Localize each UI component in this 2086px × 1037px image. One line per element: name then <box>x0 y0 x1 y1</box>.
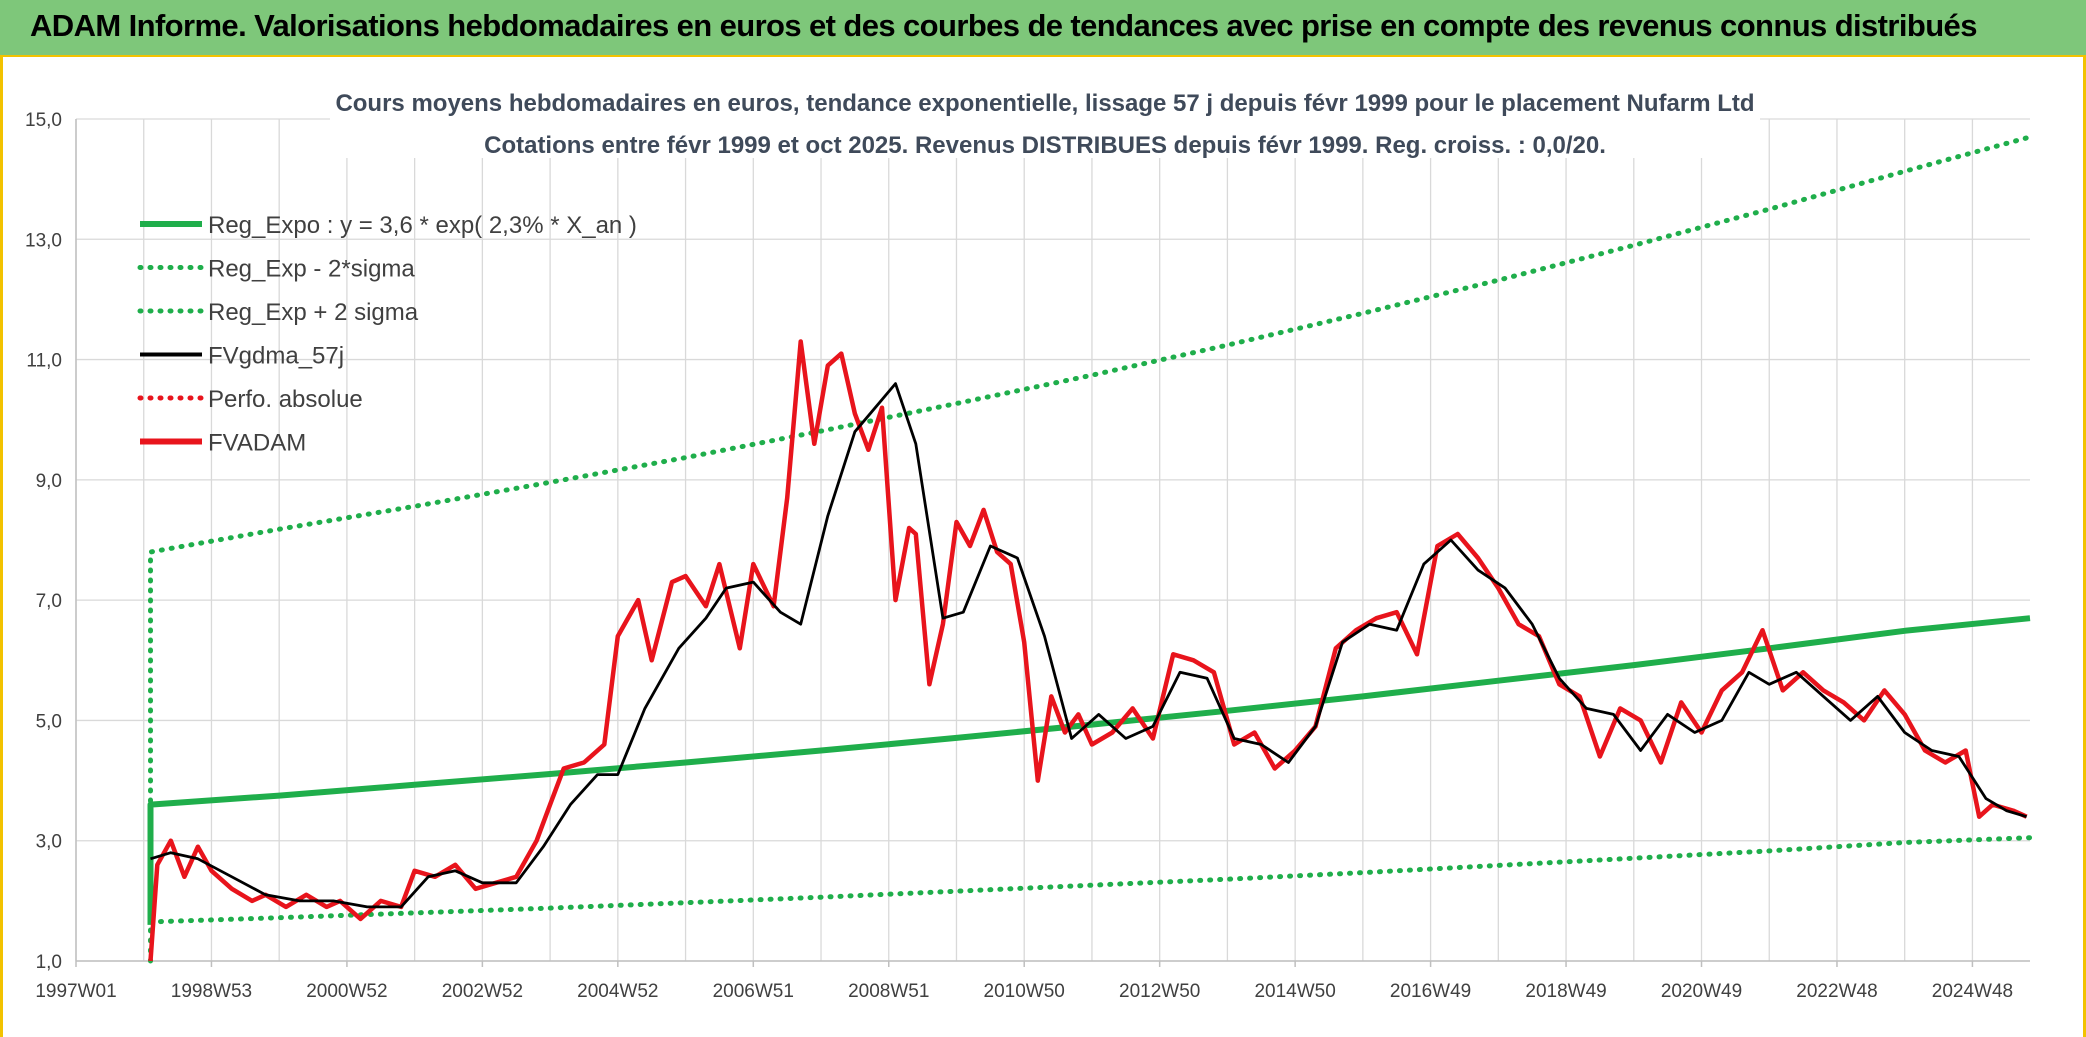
y-tick-label: 1,0 <box>36 952 62 973</box>
legend-label: Reg_Exp - 2*sigma <box>208 256 415 283</box>
y-tick-label: 15,0 <box>25 110 62 131</box>
series-line-5 <box>148 339 2028 962</box>
page-title: ADAM Informe. Valorisations hebdomadaire… <box>30 8 1977 43</box>
x-tick-label: 2002W52 <box>442 981 523 1002</box>
x-tick-label: 2008W51 <box>848 981 929 1002</box>
series-line-0 <box>147 615 2031 925</box>
chart-title-block: Cours moyens hebdomadaires en euros, ten… <box>330 86 1760 159</box>
y-tick-label: 5,0 <box>36 711 62 732</box>
legend-label: FVgdma_57j <box>208 343 344 370</box>
legend-label: Reg_Exp + 2 sigma <box>208 299 419 326</box>
chart-series <box>147 134 2033 964</box>
x-tick-label: 2024W48 <box>1932 981 2013 1002</box>
x-tick-label: 2022W48 <box>1796 981 1877 1002</box>
x-tick-label: 2020W49 <box>1661 981 1742 1002</box>
x-tick-label: 2012W50 <box>1119 981 1200 1002</box>
chart-axes: 1,0 3,0 5,0 7,0 9,0 11,0 13,0 15,0 1997W01 1998W5… <box>25 110 2030 1002</box>
y-tick-label: 9,0 <box>36 471 62 492</box>
x-tick-label: 1998W53 <box>171 981 252 1002</box>
x-tick-label: 2014W50 <box>1254 981 1335 1002</box>
x-tick-label: 2000W52 <box>306 981 387 1002</box>
x-tick-label: 2004W52 <box>577 981 658 1002</box>
header-banner: ADAM Informe. Valorisations hebdomadaire… <box>0 0 2086 57</box>
x-tick-label: 2016W49 <box>1390 981 1471 1002</box>
legend-label: Reg_Expo : y = 3,6 * exp( 2,3% * X_an ) <box>208 212 637 239</box>
y-tick-label: 3,0 <box>36 832 62 853</box>
x-tick-label: 2010W50 <box>984 981 1065 1002</box>
chart-grid <box>75 118 2030 962</box>
chart-legend: Reg_Expo : y = 3,6 * exp( 2,3% * X_an ) R… <box>137 212 637 457</box>
x-tick-label: 2006W51 <box>713 981 794 1002</box>
y-tick-label: 7,0 <box>36 591 62 612</box>
legend-label: Perfo. absolue <box>208 386 363 413</box>
series-line-2 <box>148 134 2033 964</box>
series-line-1 <box>148 835 2033 925</box>
legend-label: FVADAM <box>208 430 306 457</box>
chart-title: Cours moyens hebdomadaires en euros, ten… <box>335 90 1754 117</box>
x-tick-label: 2018W49 <box>1525 981 1606 1002</box>
chart-subtitle: Cotations entre févr 1999 et oct 2025. R… <box>484 132 1606 159</box>
x-tick-label: 1997W01 <box>35 981 116 1002</box>
y-tick-label: 11,0 <box>26 351 62 372</box>
series-line-3 <box>150 382 2028 909</box>
y-tick-label: 13,0 <box>25 230 62 251</box>
